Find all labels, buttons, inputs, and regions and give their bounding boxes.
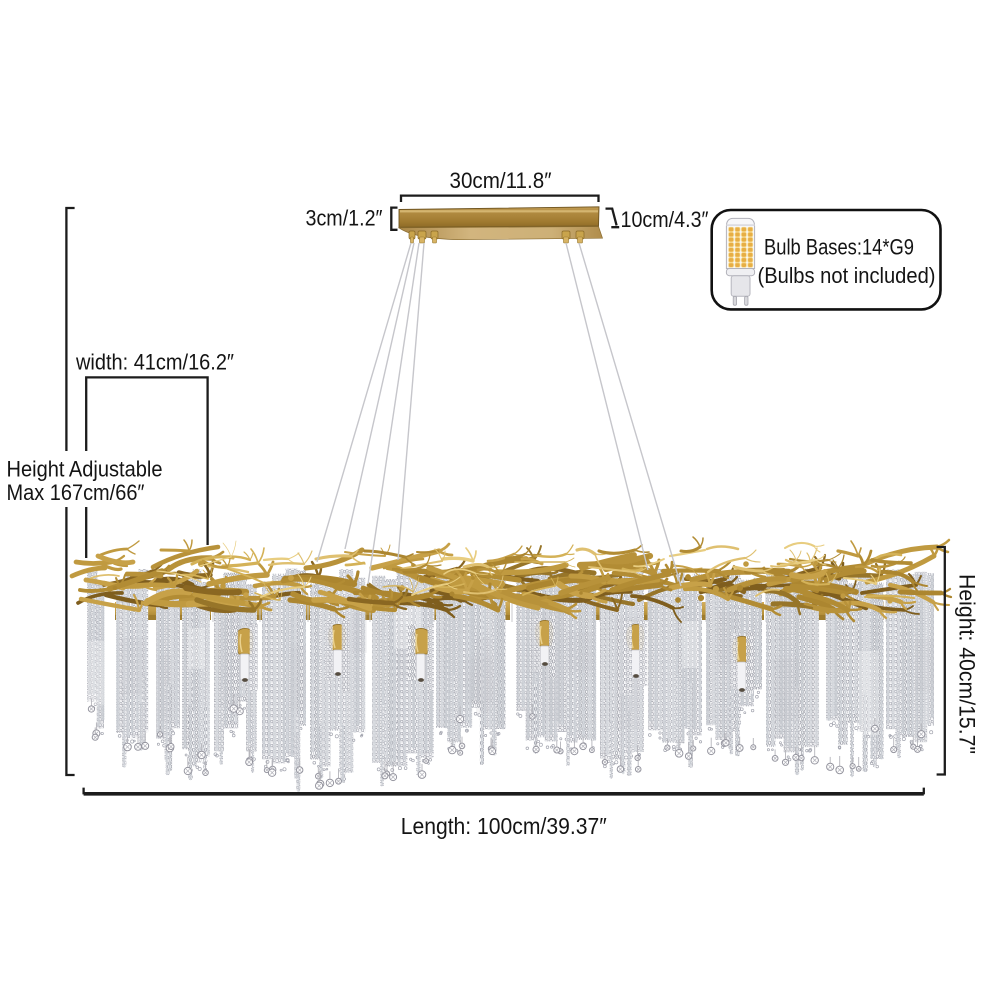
svg-text:10cm/4.3″: 10cm/4.3″: [621, 207, 709, 232]
svg-text:3cm/1.2″: 3cm/1.2″: [306, 206, 383, 231]
svg-text:Length: 100cm/39.37″: Length: 100cm/39.37″: [401, 813, 607, 839]
svg-text:Bulb Bases:14*G9: Bulb Bases:14*G9: [764, 235, 914, 260]
svg-text:Height Adjustable: Height Adjustable: [7, 457, 163, 482]
svg-text:Height: 40cm/15.7": Height: 40cm/15.7": [955, 574, 980, 754]
svg-text:(Bulbs not included): (Bulbs not included): [758, 263, 936, 288]
svg-text:Max 167cm/66″: Max 167cm/66″: [7, 480, 145, 505]
svg-text:width: 41cm/16.2″: width: 41cm/16.2″: [75, 350, 234, 375]
svg-text:30cm/11.8″: 30cm/11.8″: [450, 168, 552, 193]
